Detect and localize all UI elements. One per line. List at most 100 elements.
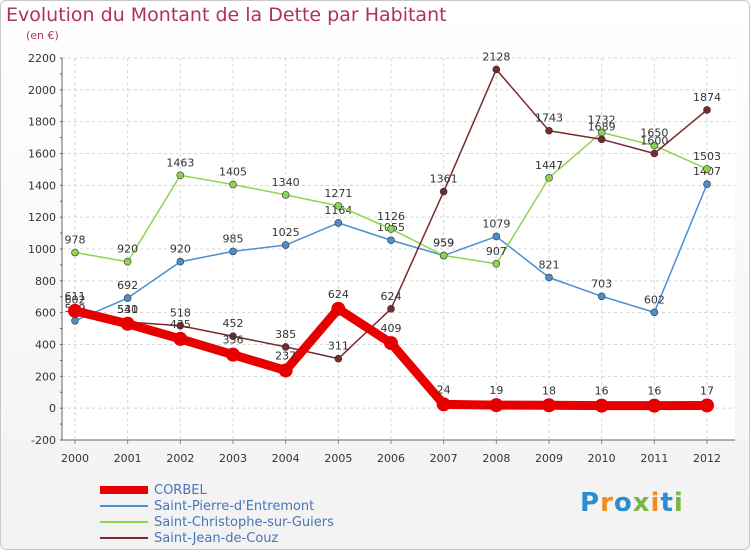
data-point-saint-christophe-sur-guiers [229,180,237,189]
data-label-saint-christophe-sur-guiers: 1503 [693,150,721,163]
data-point-saint-jean-de-couz [597,135,606,144]
x-tick-label: 2008 [482,452,510,465]
logo-letter: t [660,488,674,518]
legend-label: Saint-Pierre-d'Entremont [154,498,315,514]
data-point-corbel [226,347,240,362]
data-point-saint-pierre-d-entremont [176,257,185,266]
data-label-corbel: 435 [170,318,191,331]
data-label-saint-christophe-sur-guiers: 920 [117,243,138,256]
data-label-saint-christophe-sur-guiers: 1732 [588,113,616,126]
data-label-saint-christophe-sur-guiers: 1650 [640,127,668,140]
data-point-saint-christophe-sur-guiers [545,174,553,182]
data-label-corbel: 16 [595,385,609,398]
data-label-saint-jean-de-couz: 311 [328,340,349,353]
data-point-corbel [436,397,451,412]
data-label-corbel: 16 [647,385,661,398]
line-chart: -200 0 200 400 600 800 1000 1200 1400 1600 1800 200… [28,50,735,465]
data-label-saint-pierre-d-entremont: 821 [539,258,560,271]
x-tick-label: 2010 [588,452,616,465]
y-tick-label: 400 [35,339,56,352]
data-point-saint-christophe-sur-guiers [492,260,501,268]
y-tick-label: 0 [49,402,56,415]
y-tick-label: 1400 [28,179,56,192]
data-point-corbel [331,301,346,316]
y-tick-label: -200 [31,434,56,447]
data-point-saint-jean-de-couz [703,106,711,114]
legend-label: Saint-Jean-de-Couz [154,530,279,546]
data-point-corbel [700,398,714,413]
y-tick-label: 2000 [28,84,56,97]
x-tick-label: 2002 [166,452,194,465]
x-tick-label: 2006 [377,452,405,465]
data-point-saint-pierre-d-entremont [334,219,343,227]
legend-label: Saint-Christophe-sur-Guiers [154,514,334,530]
data-point-saint-jean-de-couz [387,305,395,313]
data-label-corbel: 19 [489,384,503,397]
legend-item: Saint-Christophe-sur-Guiers [100,514,334,530]
data-label-saint-pierre-d-entremont: 703 [591,277,612,290]
y-tick-label: 1000 [28,243,56,256]
data-point-saint-christophe-sur-guiers [71,248,79,257]
data-point-corbel [278,363,293,378]
x-tick-label: 2012 [693,452,721,465]
data-label-corbel: 409 [381,322,402,335]
data-point-saint-christophe-sur-guiers [703,165,711,173]
legend-item: Saint-Pierre-d'Entremont [100,498,334,514]
data-label-saint-jean-de-couz: 518 [170,307,191,320]
data-label-corbel: 24 [437,383,451,396]
data-point-saint-jean-de-couz [334,354,343,363]
y-tick-label: 600 [35,307,56,320]
data-point-saint-pierre-d-entremont [492,232,501,241]
data-label-saint-jean-de-couz: 541 [117,303,138,316]
x-tick-label: 2005 [324,452,352,465]
data-point-saint-pierre-d-entremont [545,273,553,282]
data-label-saint-jean-de-couz: 1600 [640,135,668,148]
data-label-saint-jean-de-couz: 452 [223,317,244,330]
data-point-corbel [594,398,609,413]
data-label-saint-pierre-d-entremont: 1164 [324,204,352,217]
logo-letter: P [580,488,601,518]
data-point-corbel [489,398,504,413]
data-point-saint-pierre-d-entremont [650,308,659,317]
data-point-saint-christophe-sur-guiers [281,191,290,199]
data-point-corbel [542,398,556,413]
data-label-saint-christophe-sur-guiers: 978 [65,234,86,247]
legend-swatch [100,505,148,507]
data-label-saint-pierre-d-entremont: 920 [170,243,191,256]
y-tick-label: 2200 [28,52,56,65]
data-label-saint-jean-de-couz: 1874 [693,91,721,104]
data-label-corbel: 18 [542,384,556,397]
legend-item: CORBEL [100,482,334,498]
data-label-corbel: 336 [223,334,244,347]
data-point-saint-jean-de-couz [439,187,448,196]
data-point-corbel [384,336,398,351]
data-label-saint-pierre-d-entremont: 602 [644,293,665,306]
legend: CORBEL Saint-Pierre-d'Entremont Saint-Chri… [100,482,334,546]
data-point-saint-jean-de-couz [281,343,290,351]
data-label-saint-christophe-sur-guiers: 959 [433,237,454,250]
y-tick-label: 1800 [28,116,56,129]
data-point-saint-christophe-sur-guiers [123,257,132,266]
data-point-saint-pierre-d-entremont [229,247,237,256]
data-label-saint-jean-de-couz: 624 [381,290,402,303]
data-point-saint-christophe-sur-guiers [176,171,185,180]
chart-title: Evolution du Montant de la Dette par Hab… [6,4,447,26]
data-point-saint-jean-de-couz [176,321,185,330]
data-label-corbel: 624 [328,288,349,301]
data-label-corbel: 17 [700,384,714,397]
y-tick-label: 200 [35,370,56,383]
proxiti-logo: Proxiti [580,488,684,518]
data-point-saint-jean-de-couz [545,126,553,135]
y-tick-label: 800 [35,275,56,288]
legend-label: CORBEL [154,482,207,498]
data-point-corbel [120,316,135,331]
y-tick-label: 1600 [28,148,56,161]
data-label-saint-christophe-sur-guiers: 1447 [535,159,563,172]
data-label-saint-christophe-sur-guiers: 1271 [324,187,352,200]
data-label-saint-jean-de-couz: 1689 [588,120,616,133]
data-label-saint-pierre-d-entremont: 1079 [482,217,510,230]
data-point-saint-christophe-sur-guiers [334,202,343,210]
data-label-saint-pierre-d-entremont: 985 [223,232,244,245]
logo-letter: x [632,488,651,518]
data-label-saint-jean-de-couz: 1743 [535,112,563,125]
